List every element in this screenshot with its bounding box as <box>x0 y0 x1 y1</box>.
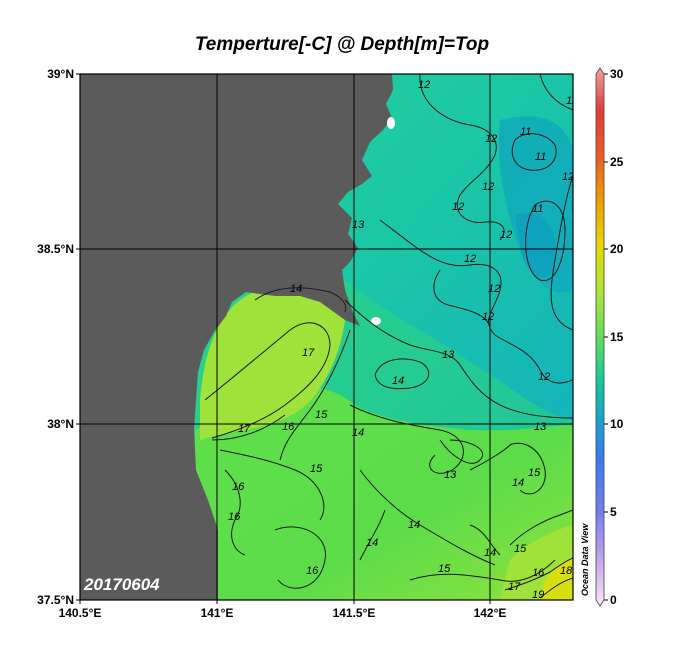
colorbar-bar <box>595 67 605 607</box>
contour-label: 19 <box>532 589 544 601</box>
contour-line-16d <box>509 509 573 546</box>
contour-label: 14 <box>408 519 420 531</box>
contour-label: 13 <box>442 349 455 361</box>
contour-line-15a <box>279 329 351 461</box>
contour-line-16a <box>211 414 286 441</box>
contour-label: 15 <box>514 543 527 555</box>
contour-line-18 <box>539 577 573 599</box>
colorbar: 30 25 20 15 10 5 0 <box>595 67 624 607</box>
contour-label: 17 <box>302 347 315 359</box>
lat-label-38.5: 38.5°N <box>37 242 74 256</box>
contour-label: 15 <box>315 409 328 421</box>
map-title: Temperture[-C] @ Depth[m]=Top <box>194 34 490 55</box>
contour-label: 16 <box>228 511 241 523</box>
contour-label: 16 <box>532 567 545 579</box>
lat-label-39: 39°N <box>47 67 74 81</box>
contour-label: 12 <box>488 283 500 295</box>
lon-label-141: 141°E <box>201 606 234 620</box>
lon-label-142: 142°E <box>474 606 507 620</box>
contour-label: 11 <box>535 151 546 163</box>
contour-labels: 11 12 11 12 11 12 12 11 12 12 12 12 12 1… <box>228 79 577 601</box>
contour-label: 18 <box>560 565 573 577</box>
contour-label: 12 <box>452 201 464 213</box>
contour-line-11b <box>511 133 557 171</box>
contour-label: 14 <box>352 427 364 439</box>
tick-marks <box>76 73 491 604</box>
contour-label: 11 <box>566 95 577 107</box>
island-1 <box>387 117 395 129</box>
contour-label: 17 <box>508 581 521 593</box>
contour-line-12d <box>433 269 491 329</box>
cold-patch-11 <box>515 212 556 278</box>
contour-label: 13 <box>534 421 547 433</box>
contour-line-14c <box>349 404 464 474</box>
colorbar-label: 30 <box>610 67 624 81</box>
contour-label: 12 <box>500 229 512 241</box>
colorbar-label: 0 <box>610 593 617 607</box>
lon-label-141.5: 141.5°E <box>333 606 376 620</box>
contour-line-14b <box>254 287 347 313</box>
contour-label: 15 <box>528 467 541 479</box>
contour-label: 12 <box>485 133 497 145</box>
contour-label: 12 <box>418 79 430 91</box>
contour-line-13b <box>439 439 483 464</box>
warm-se-19 <box>540 558 573 600</box>
contour-label: 16 <box>282 421 295 433</box>
contour-line-17b <box>504 557 573 591</box>
contour-label: 12 <box>562 171 574 183</box>
contour-label: 16 <box>232 481 245 493</box>
contour-label: 16 <box>306 565 319 577</box>
colorbar-label: 15 <box>610 330 624 344</box>
contour-label: 11 <box>520 126 531 138</box>
contour-label: 12 <box>464 253 476 265</box>
contour-line-15b <box>219 449 325 521</box>
lat-label-38: 38°N <box>47 417 74 431</box>
lat-label-37.5: 37.5°N <box>37 593 74 607</box>
colorbar-label: 25 <box>610 155 624 169</box>
contour-label: 17 <box>238 423 251 435</box>
contour-label: 14 <box>512 477 524 489</box>
colorbar-label: 20 <box>610 242 624 256</box>
coastal-warm-17 <box>200 287 345 440</box>
contour-label: 12 <box>482 311 494 323</box>
contour-label: 14 <box>392 375 404 387</box>
date-label: 20170604 <box>83 575 160 594</box>
contour-line-12b <box>550 174 573 331</box>
contour-line-13a <box>344 299 573 419</box>
contour-label: 15 <box>310 463 323 475</box>
contour-label: 14 <box>366 537 378 549</box>
contour-label: 13 <box>352 219 365 231</box>
map-plot-area: 11 12 11 12 11 12 12 11 12 12 12 12 12 1… <box>80 74 577 601</box>
contour-label: 13 <box>444 469 457 481</box>
island-2 <box>371 317 381 325</box>
colorbar-label: 10 <box>610 417 624 431</box>
contour-line-12c <box>379 219 573 384</box>
contour-line-15c <box>409 559 556 582</box>
contour-line-16c <box>274 526 326 589</box>
lon-label-140.5: 140.5°E <box>59 606 102 620</box>
contour-label: 15 <box>438 563 451 575</box>
contour-line-12a <box>419 74 505 241</box>
contour-line-14a <box>374 358 430 390</box>
contour-line-14d <box>359 469 496 566</box>
contour-line-16b <box>224 469 246 556</box>
contour-lines <box>204 74 573 599</box>
contour-line-14f <box>469 442 546 495</box>
contour-label: 11 <box>532 203 543 215</box>
contour-label: 12 <box>482 181 494 193</box>
contour-line-11a <box>539 74 573 111</box>
contour-line-15d <box>469 524 501 556</box>
land-mass <box>80 74 393 600</box>
watermark-text: Ocean Data View <box>580 523 590 596</box>
warm-south-field <box>195 387 573 600</box>
colorbar-label: 5 <box>610 505 617 519</box>
contour-label: 12 <box>538 371 550 383</box>
contour-line-14e <box>359 509 386 561</box>
plot-frame <box>79 73 574 601</box>
contour-line-17 <box>204 322 331 439</box>
contour-label: 14 <box>290 283 302 295</box>
contour-line-11c <box>525 200 566 282</box>
graticule <box>80 74 573 600</box>
